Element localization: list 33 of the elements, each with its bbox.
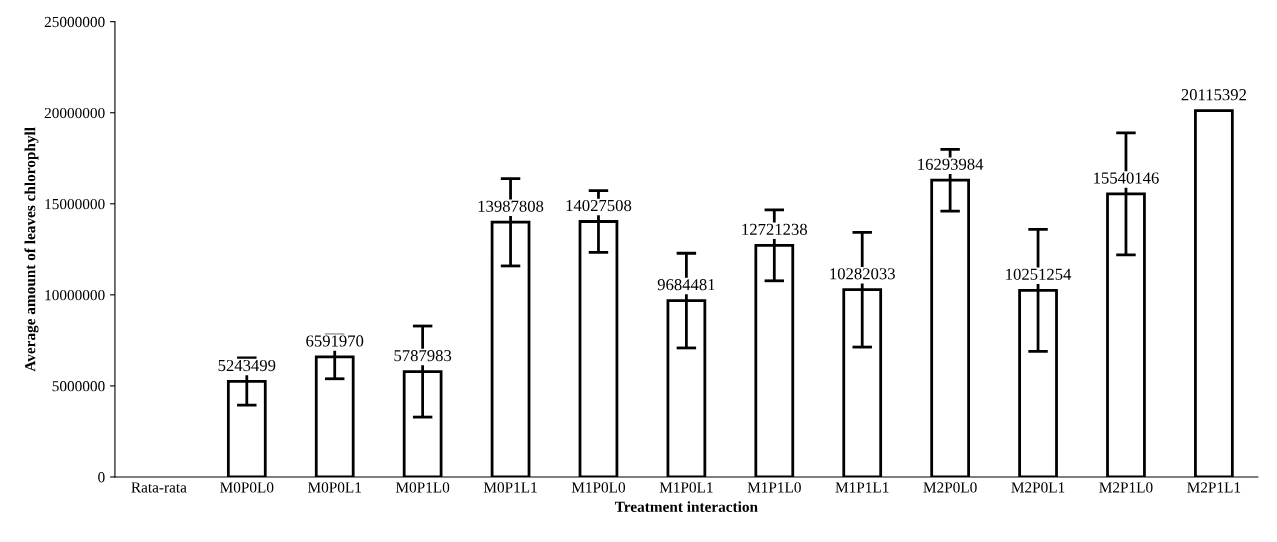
y-tick-label: 0 <box>98 472 105 483</box>
data-label: 10251254 <box>1006 268 1072 280</box>
x-tick-label: M0P0L0 <box>220 482 274 493</box>
x-tick-label: M2P0L1 <box>1011 482 1065 493</box>
data-label: 15540146 <box>1094 172 1159 184</box>
data-label: 5787983 <box>394 349 452 362</box>
data-label: 10282033 <box>830 268 895 280</box>
x-axis-title: Treatment interaction <box>614 501 758 512</box>
y-tick-label: 20000000 <box>44 107 105 119</box>
data-label: 20115392 <box>1181 89 1246 101</box>
x-tick-label: M0P1L1 <box>483 482 537 493</box>
x-tick-label: M1P0L0 <box>571 482 626 493</box>
data-label: 5243499 <box>218 359 276 372</box>
x-tick-label: M2P1L0 <box>1099 482 1153 493</box>
x-tick-label: Rata-rata <box>131 482 187 493</box>
y-tick-label: 15000000 <box>45 198 105 210</box>
x-tick-label: M0P1L0 <box>395 482 450 493</box>
x-tick-label: M0P0L1 <box>308 482 361 493</box>
y-tick-label: 25000000 <box>44 16 105 28</box>
data-label: 12721238 <box>742 223 807 235</box>
data-label: 9684481 <box>657 279 715 291</box>
data-label: 14027508 <box>566 199 632 212</box>
y-tick-label: 5000000 <box>52 381 105 392</box>
data-label: 13987808 <box>478 200 544 212</box>
x-tick-label: M1P1L0 <box>747 482 801 493</box>
data-label: 16293984 <box>918 158 984 170</box>
x-tick-label: M1P0L1 <box>659 482 713 493</box>
y-tick-label: 10000000 <box>45 289 105 301</box>
x-tick-label: M2P0L0 <box>923 482 977 493</box>
x-tick-label: M1P1L1 <box>835 482 889 493</box>
y-axis-title: Average amount of leaves chlorophyll <box>24 127 39 372</box>
data-label: 6591970 <box>306 335 364 347</box>
x-tick-label: M2P1L1 <box>1187 482 1241 493</box>
